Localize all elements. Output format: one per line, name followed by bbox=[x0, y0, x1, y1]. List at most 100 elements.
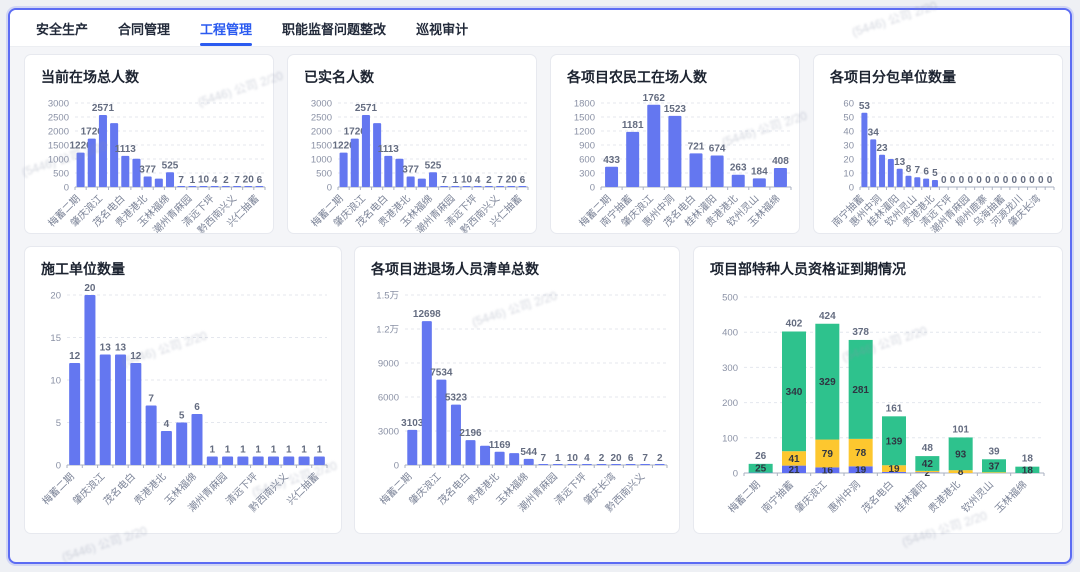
card-current-onsite-total: 当前在场总人数 0 500 1000 1500 2000 2500 3000 1226 1726… bbox=[24, 54, 274, 234]
svg-text:1: 1 bbox=[190, 175, 196, 186]
tab-supervision-rectification[interactable]: 职能监督问题整改 bbox=[282, 21, 387, 37]
svg-text:9000: 9000 bbox=[378, 359, 399, 370]
svg-text:12: 12 bbox=[69, 351, 81, 362]
svg-text:378: 378 bbox=[852, 327, 869, 338]
svg-text:3000: 3000 bbox=[378, 427, 399, 438]
svg-text:12698: 12698 bbox=[413, 309, 441, 320]
card-certificate-expiry: 项目部特种人员资格证到期情况 0 100 200 300 400 500 25 26 21 41 3… bbox=[693, 246, 1063, 534]
svg-text:7: 7 bbox=[540, 453, 546, 464]
svg-text:2: 2 bbox=[223, 175, 229, 186]
tab-contract-management[interactable]: 合同管理 bbox=[118, 21, 171, 37]
svg-text:4: 4 bbox=[475, 175, 481, 186]
svg-text:肇庆浪江: 肇庆浪江 bbox=[70, 470, 107, 507]
svg-text:12: 12 bbox=[130, 351, 142, 362]
svg-text:1000: 1000 bbox=[311, 155, 332, 166]
svg-text:40: 40 bbox=[843, 127, 854, 138]
svg-text:525: 525 bbox=[425, 160, 442, 171]
card-subcontractor-units: 各项目分包单位数量 0 10 20 30 40 50 60 53 34 23 13 8 7 6 5 0 0 0 0 0… bbox=[813, 54, 1063, 234]
svg-text:兴仁抽蓄: 兴仁抽蓄 bbox=[284, 470, 321, 507]
card-entry-exit-list: 各项目进退场人员清单总数 0 3000 6000 9000 1.2万 1.5万 3103 12… bbox=[354, 246, 680, 534]
svg-text:42: 42 bbox=[922, 459, 934, 470]
svg-text:2000: 2000 bbox=[48, 127, 69, 138]
svg-text:2000: 2000 bbox=[311, 127, 332, 138]
svg-text:13: 13 bbox=[100, 343, 112, 354]
svg-text:139: 139 bbox=[886, 436, 903, 447]
svg-text:1200: 1200 bbox=[574, 127, 595, 138]
svg-text:钦州灵山: 钦州灵山 bbox=[959, 479, 996, 516]
chart-title: 当前在场总人数 bbox=[41, 69, 139, 85]
svg-text:544: 544 bbox=[520, 447, 537, 458]
svg-text:0: 0 bbox=[976, 175, 982, 186]
svg-text:0: 0 bbox=[327, 183, 332, 194]
svg-text:7: 7 bbox=[441, 175, 447, 186]
svg-text:18: 18 bbox=[1022, 465, 1034, 476]
svg-text:20: 20 bbox=[610, 453, 622, 464]
svg-text:1113: 1113 bbox=[378, 144, 400, 155]
svg-text:13: 13 bbox=[894, 157, 906, 168]
svg-text:1500: 1500 bbox=[311, 141, 332, 152]
svg-text:13: 13 bbox=[115, 343, 127, 354]
card-realname-count: 已实名人数 0 500 1000 1500 2000 2500 3000 1226 1726 25… bbox=[287, 54, 537, 234]
dashboard-content: 当前在场总人数 0 500 1000 1500 2000 2500 3000 1226 1726… bbox=[10, 47, 1070, 562]
svg-text:0: 0 bbox=[994, 175, 1000, 186]
svg-text:900: 900 bbox=[579, 141, 595, 152]
svg-text:0: 0 bbox=[959, 175, 965, 186]
svg-text:2: 2 bbox=[599, 453, 605, 464]
tab-engineering-management[interactable]: 工程管理 bbox=[200, 10, 253, 46]
bar-chart-current-onsite: 0500100015002000250030001226172625711113… bbox=[45, 99, 266, 233]
svg-text:桂林灌阳: 桂林灌阳 bbox=[892, 478, 929, 515]
svg-text:377: 377 bbox=[402, 164, 419, 175]
card-construction-units: 施工单位数量 0 5 10 15 20 12 20 13 13 12 7 4 5 6 1 1 1 1 1 1 1 1 梅蓄二… bbox=[24, 246, 342, 534]
svg-text:0: 0 bbox=[733, 469, 738, 480]
bar-chart-entry-exit: 03000600090001.2万1.5万3103126987534532321… bbox=[376, 291, 668, 514]
svg-text:0: 0 bbox=[1029, 175, 1035, 186]
svg-text:7: 7 bbox=[148, 394, 154, 405]
svg-text:20: 20 bbox=[506, 174, 518, 185]
svg-text:25: 25 bbox=[755, 464, 767, 475]
svg-text:1: 1 bbox=[555, 453, 561, 464]
svg-text:6: 6 bbox=[194, 402, 200, 413]
svg-text:79: 79 bbox=[822, 449, 834, 460]
svg-text:281: 281 bbox=[852, 385, 869, 396]
svg-text:茂名电白: 茂名电白 bbox=[100, 470, 137, 507]
svg-text:1000: 1000 bbox=[48, 155, 69, 166]
chart-title: 已实名人数 bbox=[304, 69, 374, 85]
svg-text:7: 7 bbox=[497, 175, 503, 186]
svg-text:4: 4 bbox=[584, 453, 590, 464]
svg-text:1113: 1113 bbox=[115, 144, 137, 155]
tab-safety-production[interactable]: 安全生产 bbox=[36, 21, 89, 37]
svg-text:1181: 1181 bbox=[622, 120, 644, 131]
svg-text:1: 1 bbox=[255, 445, 261, 456]
svg-text:1: 1 bbox=[317, 445, 323, 456]
svg-text:20: 20 bbox=[243, 174, 255, 185]
svg-text:6: 6 bbox=[257, 175, 263, 186]
svg-text:525: 525 bbox=[162, 160, 179, 171]
svg-text:10: 10 bbox=[461, 175, 473, 186]
svg-text:8: 8 bbox=[906, 164, 912, 175]
svg-text:18: 18 bbox=[1022, 454, 1034, 465]
svg-text:26: 26 bbox=[755, 451, 767, 462]
svg-text:1800: 1800 bbox=[574, 99, 595, 110]
svg-text:1: 1 bbox=[210, 445, 216, 456]
svg-text:贵港港北: 贵港港北 bbox=[131, 470, 168, 507]
top-nav-tabs: 安全生产 合同管理 工程管理 职能监督问题整改 巡视审计 bbox=[10, 10, 1070, 47]
svg-text:6: 6 bbox=[628, 453, 634, 464]
svg-text:0: 0 bbox=[985, 175, 991, 186]
svg-text:402: 402 bbox=[786, 318, 803, 329]
tab-inspection-audit[interactable]: 巡视审计 bbox=[416, 21, 469, 37]
svg-text:20: 20 bbox=[84, 283, 96, 294]
svg-text:4: 4 bbox=[212, 175, 218, 186]
svg-text:7: 7 bbox=[234, 175, 240, 186]
svg-text:6: 6 bbox=[923, 167, 929, 178]
svg-text:0: 0 bbox=[64, 183, 69, 194]
svg-text:7: 7 bbox=[915, 165, 921, 176]
svg-text:7: 7 bbox=[642, 453, 648, 464]
svg-text:2: 2 bbox=[925, 468, 931, 479]
svg-text:6: 6 bbox=[520, 175, 526, 186]
svg-text:1169: 1169 bbox=[489, 440, 511, 451]
svg-text:263: 263 bbox=[730, 163, 747, 174]
svg-text:23: 23 bbox=[876, 143, 888, 154]
svg-text:5: 5 bbox=[179, 411, 185, 422]
